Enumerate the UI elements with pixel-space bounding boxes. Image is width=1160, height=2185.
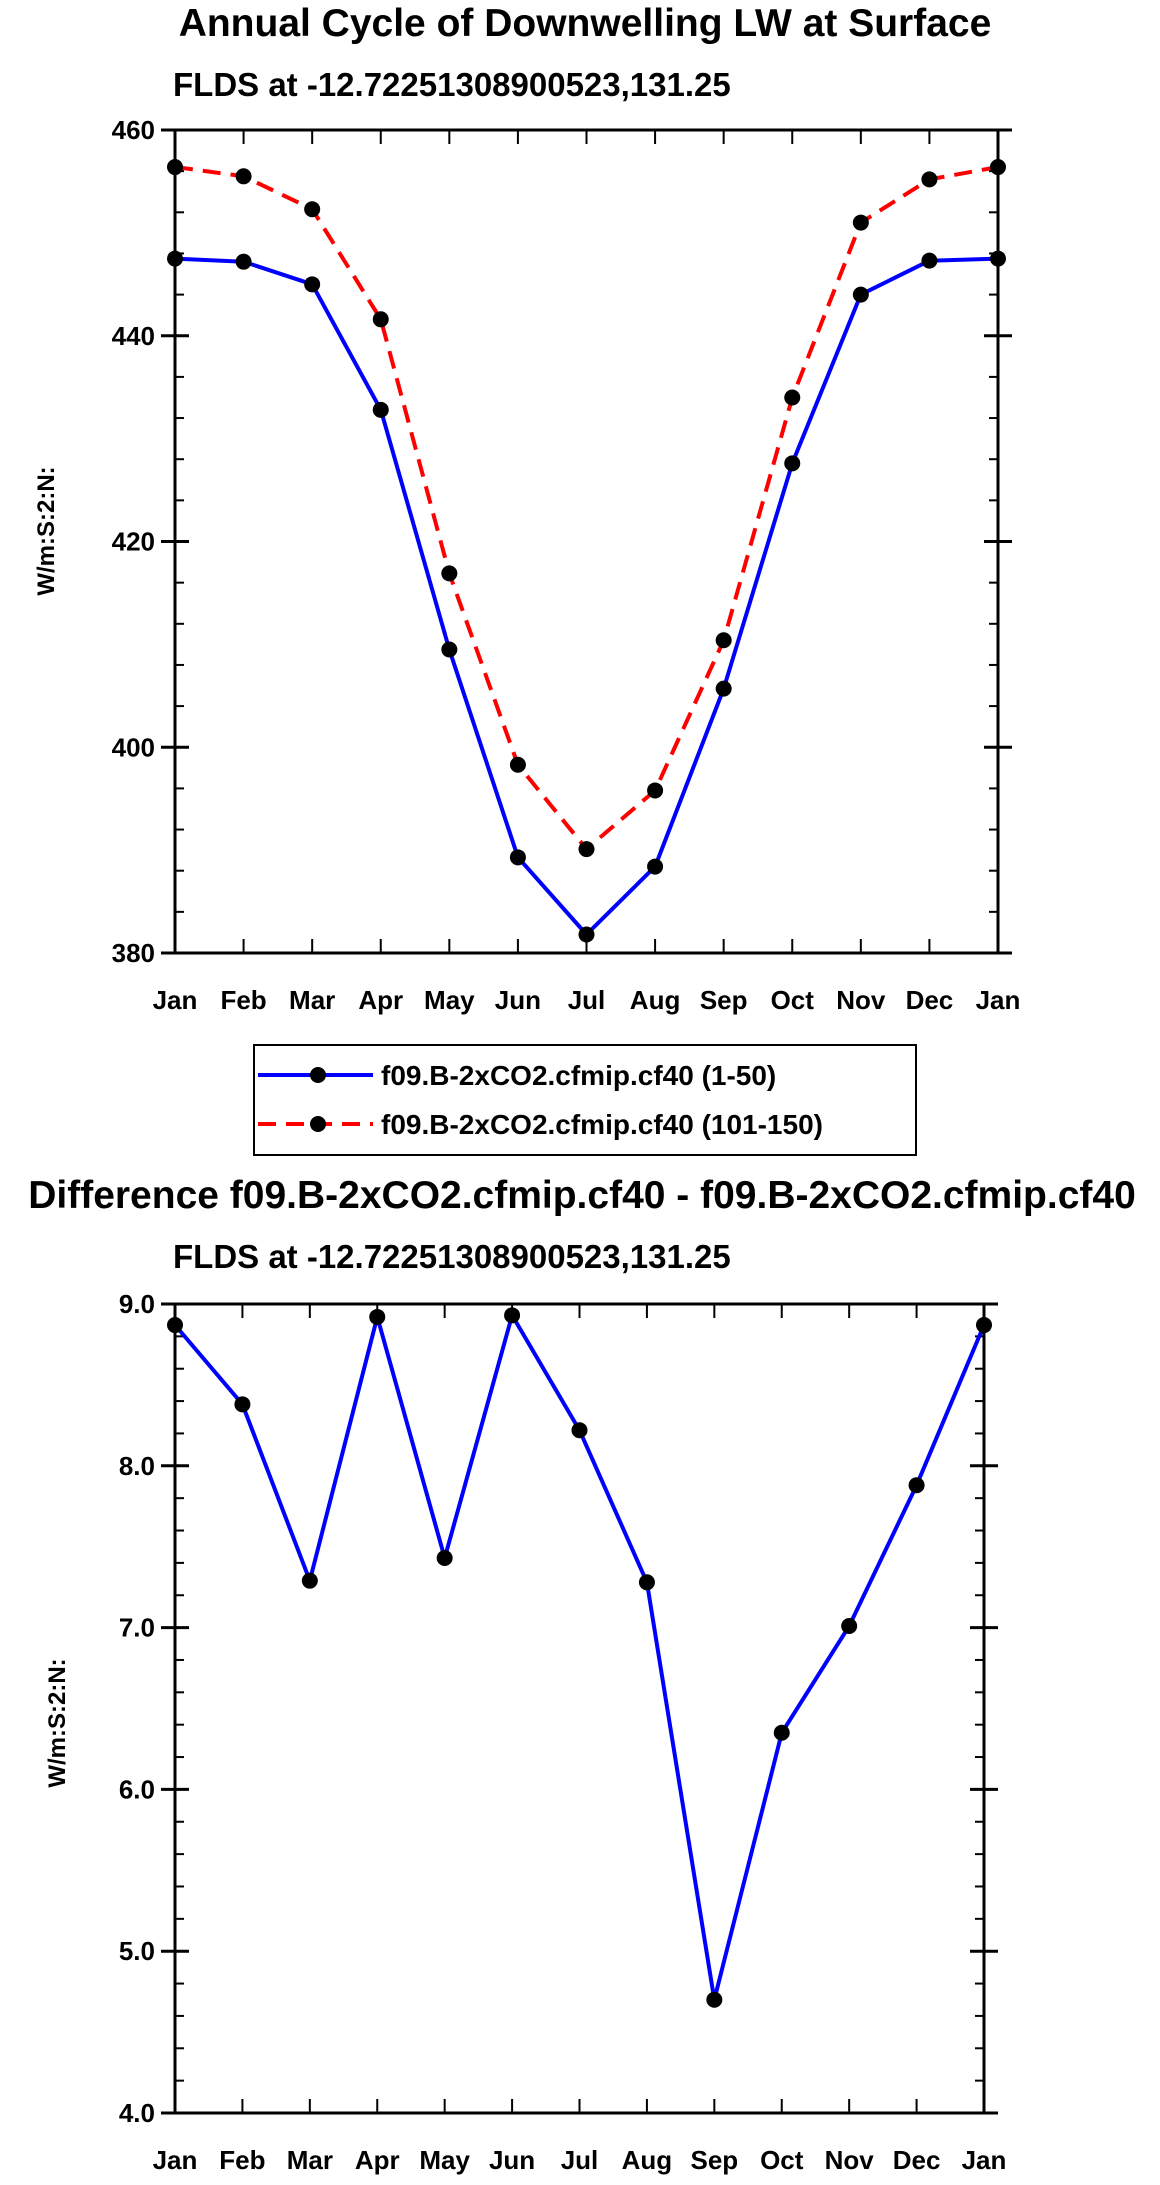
series-1-point-jun: [504, 1307, 521, 1324]
x-tick-label: Aug: [622, 2145, 673, 2175]
series-2-point-oct: [784, 389, 801, 406]
series-1-point-mar: [304, 276, 321, 293]
chart-bottom-series: [167, 1307, 992, 2008]
x-tick-label: Feb: [220, 985, 266, 1015]
y-tick-label: 8.0: [119, 1451, 155, 1481]
series-1-point-apr: [369, 1308, 386, 1325]
x-tick-label: Dec: [893, 2145, 941, 2175]
series-1-point-dec: [921, 252, 938, 269]
series-1-point-aug: [647, 858, 664, 875]
chart-top-series: [167, 159, 1006, 943]
series-1-point-apr: [372, 401, 389, 418]
legend: f09.B-2xCO2.cfmip.cf40 (1-50) f09.B-2xCO…: [253, 1044, 917, 1156]
x-tick-label: Jul: [561, 2145, 599, 2175]
y-tick-label: 5.0: [119, 1936, 155, 1966]
x-tick-label: Jan: [153, 985, 198, 1015]
legend-label-series-2: f09.B-2xCO2.cfmip.cf40 (101-150): [381, 1109, 823, 1140]
x-tick-label: Jan: [153, 2145, 198, 2175]
series-1-point-nov: [841, 1617, 858, 1634]
y-tick-label: 9.0: [119, 1289, 155, 1319]
chart-bottom-y-axis-label: W/m:S:2:N:: [44, 1658, 71, 1787]
series-1-point-jul: [571, 1422, 588, 1439]
x-tick-label: May: [419, 2145, 470, 2175]
y-tick-label: 7.0: [119, 1613, 155, 1643]
series-1-point-sep: [706, 1991, 723, 2008]
series-1-point-dec: [908, 1477, 925, 1494]
series-2-point-nov: [852, 214, 869, 231]
chart-bottom-x-tick-labels: Jan Feb Mar Apr May Jun Jul Aug Sep Oct Nov Dec Jan: [153, 2145, 1007, 2175]
y-tick-label: 460: [112, 115, 155, 145]
x-tick-label: Sep: [690, 2145, 738, 2175]
legend-frame: [253, 1044, 917, 1156]
x-tick-label: Apr: [355, 2145, 400, 2175]
legend-marker-series-1: [310, 1067, 326, 1083]
series-1-point-nov: [852, 286, 869, 303]
legend-label-series-1: f09.B-2xCO2.cfmip.cf40 (1-50): [381, 1060, 776, 1091]
series-2-point-apr: [372, 311, 389, 328]
chart-top-x-tick-labels: Jan Feb Mar Apr May Jun Jul Aug Sep Oct Nov Dec Jan: [153, 985, 1021, 1015]
series-2-point-jun: [509, 756, 526, 773]
x-tick-label: Oct: [760, 2145, 804, 2175]
x-tick-label: Apr: [358, 985, 403, 1015]
y-tick-label: 6.0: [119, 1774, 155, 1804]
chart-bottom-title: Difference f09.B-2xCO2.cfmip.cf40 - f09.…: [28, 1174, 1136, 1217]
chart-bottom: Difference f09.B-2xCO2.cfmip.cf40 - f09.…: [28, 1174, 1136, 2175]
series-1-point-feb: [235, 253, 252, 270]
x-tick-label: Jan: [962, 2145, 1007, 2175]
series-1-point-may: [436, 1550, 453, 1567]
chart-top-subtitle: FLDS at -12.72251308900523,131.25: [173, 66, 731, 103]
series-1-point-sep: [715, 680, 732, 697]
x-tick-label: Mar: [289, 985, 335, 1015]
chart-bottom-plot-frame: [173, 1302, 986, 2115]
chart-top-y-tick-labels: 380 400 420 440 460: [112, 115, 155, 968]
series-1-point-aug: [638, 1574, 655, 1591]
x-tick-label: Jul: [568, 985, 606, 1015]
chart-top-title: Annual Cycle of Downwelling LW at Surfac…: [179, 2, 992, 45]
chart-bottom-y-tick-labels: 4.0 5.0 6.0 7.0 8.0 9.0: [119, 1289, 155, 2128]
chart-top-ticks: [161, 128, 1012, 955]
series-1-point-feb: [234, 1396, 251, 1413]
y-tick-label: 380: [112, 938, 155, 968]
y-tick-label: 4.0: [119, 2098, 155, 2128]
x-tick-label: Jun: [495, 985, 541, 1015]
series-line-2: [174, 165, 999, 852]
x-tick-label: Feb: [219, 2145, 265, 2175]
legend-marker-series-2: [310, 1116, 326, 1132]
x-tick-label: Jun: [489, 2145, 535, 2175]
x-tick-label: Dec: [906, 985, 954, 1015]
chart-top-y-axis-label: W/m:S:2:N:: [33, 466, 60, 595]
x-tick-label: May: [424, 985, 475, 1015]
series-2-point-sep: [715, 632, 732, 649]
y-tick-label: 420: [112, 527, 155, 557]
series-2-point-jul: [578, 841, 595, 858]
series-1-point-jun: [509, 849, 526, 866]
series-2-point-feb: [235, 168, 252, 185]
x-tick-label: Nov: [836, 985, 886, 1015]
series-1-point-oct: [773, 1724, 790, 1741]
x-tick-label: Jan: [976, 985, 1021, 1015]
x-tick-label: Aug: [630, 985, 681, 1015]
series-2-point-dec: [921, 171, 938, 188]
x-tick-label: Mar: [287, 2145, 333, 2175]
y-tick-label: 400: [112, 732, 155, 762]
chart-bottom-ticks: [161, 1302, 998, 2115]
x-tick-label: Sep: [700, 985, 748, 1015]
y-tick-label: 440: [112, 321, 155, 351]
chart-bottom-subtitle: FLDS at -12.72251308900523,131.25: [173, 1238, 731, 1275]
chart-top-plot-frame: [173, 128, 1000, 955]
series-2-point-aug: [647, 782, 664, 799]
series-2-point-may: [441, 565, 458, 582]
series-1-point-may: [441, 641, 458, 658]
chart-top: Annual Cycle of Downwelling LW at Surfac…: [33, 2, 1020, 1015]
series-line-1: [173, 1313, 986, 2002]
x-tick-label: Oct: [771, 985, 815, 1015]
series-1-point-jul: [578, 926, 595, 943]
series-2-point-mar: [304, 201, 321, 218]
x-tick-label: Nov: [825, 2145, 875, 2175]
series-line-1: [174, 256, 999, 937]
series-1-point-mar: [301, 1572, 318, 1589]
series-1-point-oct: [784, 455, 801, 472]
